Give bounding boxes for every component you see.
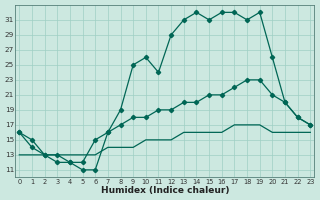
X-axis label: Humidex (Indice chaleur): Humidex (Indice chaleur) [100, 186, 229, 195]
